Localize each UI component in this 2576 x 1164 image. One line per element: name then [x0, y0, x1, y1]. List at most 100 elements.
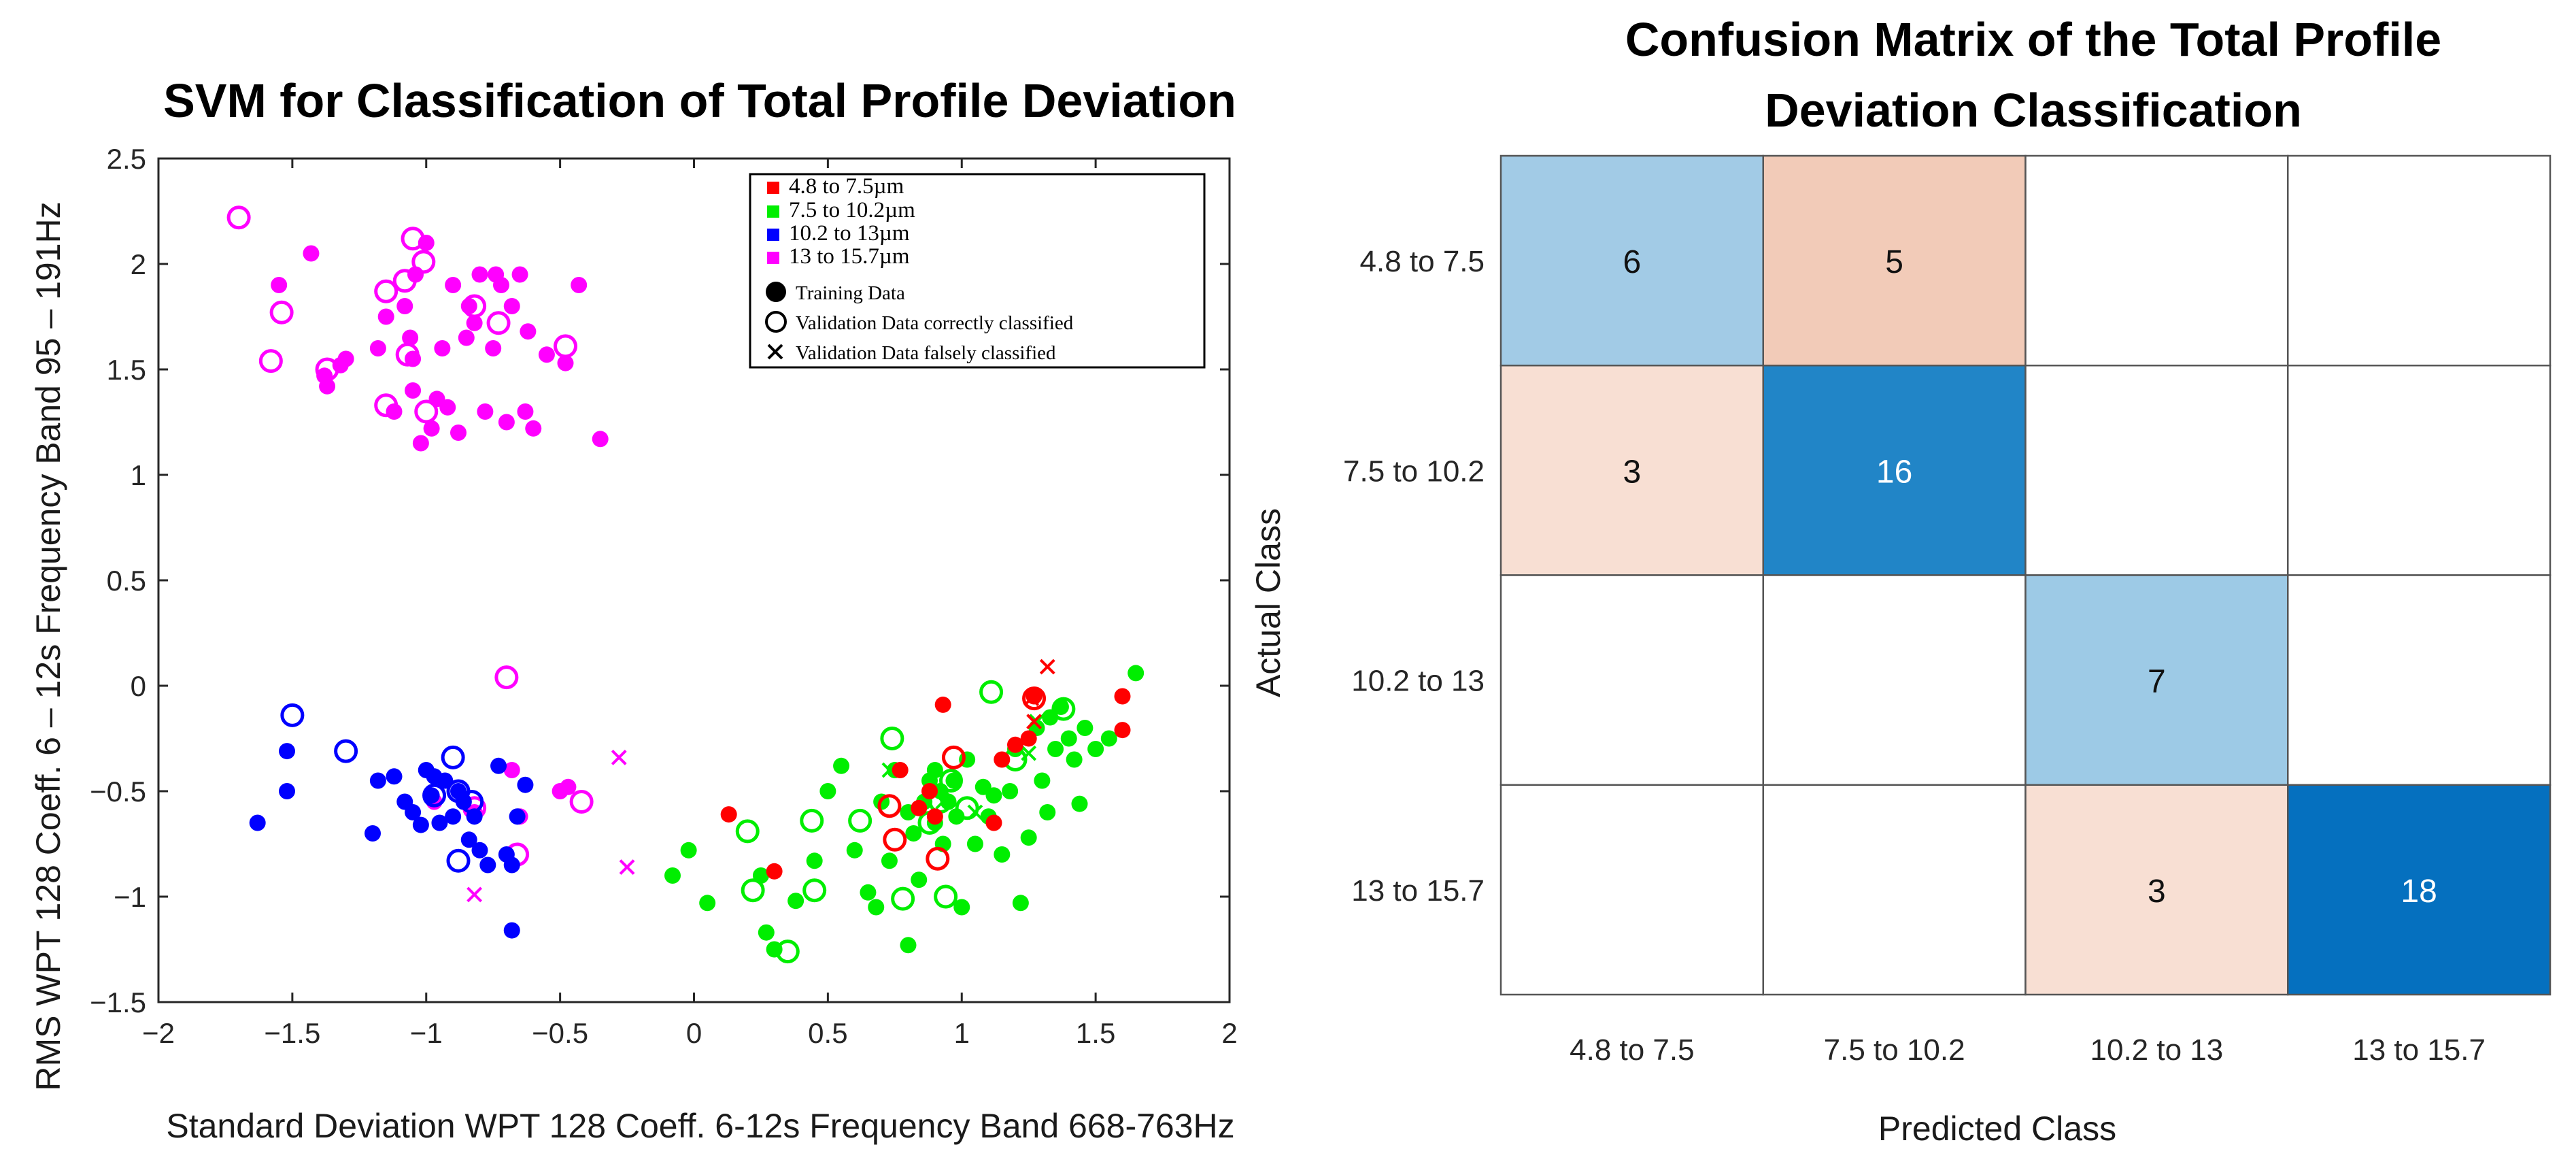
x-tick-label: 2 — [1221, 1017, 1237, 1049]
x-tick-label: −1.5 — [264, 1017, 320, 1049]
training-point-10-2 — [490, 757, 507, 774]
training-point-4-8 — [892, 762, 909, 778]
validation-false-point-13 — [619, 859, 635, 876]
confusion-matrix-cells: 6 5 3 16 7 3 18 — [1499, 154, 2552, 996]
matrix-cell — [1762, 154, 2027, 367]
confusion-matrix-labels: 4.8 to 7.5 4.8 to 7.5 7.5 to 10.2 7.5 to 10… — [1343, 245, 2486, 1067]
training-point-13 — [458, 329, 475, 346]
matrix-cell-value: 18 — [2401, 874, 2437, 910]
matrix-cell — [2024, 365, 2289, 576]
validation-false-point-7-5 — [1021, 745, 1037, 761]
training-point-7-5 — [1128, 665, 1145, 682]
training-point-10-2 — [369, 772, 386, 789]
legend: 4.8 to 7.5µm 7.5 to 10.2µm 10.2 to 13µm … — [749, 173, 1206, 369]
training-point-10-2 — [445, 808, 462, 825]
training-point-13 — [503, 298, 520, 314]
training-point-13 — [511, 266, 528, 283]
matrix-cell-value: 5 — [1885, 244, 1903, 280]
validation-correct-point-7-5 — [802, 878, 827, 903]
training-point-4-8 — [985, 814, 1002, 831]
training-point-10-2 — [431, 814, 448, 831]
legend-marker-magenta — [767, 252, 779, 264]
training-point-4-8 — [926, 808, 943, 825]
training-point-13 — [439, 399, 456, 416]
training-point-7-5 — [1071, 795, 1088, 812]
training-point-7-5 — [1039, 804, 1056, 820]
training-point-7-5 — [1047, 741, 1064, 757]
training-point-7-5 — [1087, 741, 1104, 757]
training-point-10-2 — [503, 857, 520, 874]
legend-marker-validation-correct — [765, 311, 787, 333]
training-point-7-5 — [868, 899, 885, 916]
validation-correct-point-7-5 — [955, 796, 979, 820]
training-point-13 — [477, 403, 494, 420]
training-point-13 — [525, 420, 542, 437]
training-point-13 — [445, 277, 462, 293]
training-point-10-2 — [412, 816, 429, 833]
training-point-10-2 — [471, 842, 488, 859]
training-point-7-5 — [1100, 730, 1117, 747]
training-point-4-8 — [720, 806, 737, 823]
validation-correct-point-13 — [374, 279, 399, 303]
training-point-13 — [560, 778, 577, 795]
cm-x-label: Predicted Class — [1878, 1110, 2116, 1148]
training-point-4-8 — [911, 799, 928, 816]
scatter-x-label: Standard Deviation WPT 128 Coeff. 6-12s … — [166, 1107, 1234, 1145]
training-point-13 — [571, 277, 588, 293]
cm-title-line1: Confusion Matrix of the Total Profile — [1625, 13, 2441, 66]
legend-marker-training — [766, 282, 786, 302]
validation-false-point-4-8 — [1023, 691, 1040, 707]
x-tick-label: 0.5 — [808, 1017, 847, 1049]
training-point-13 — [466, 314, 483, 331]
legend-label-validation-false: Validation Data falsely classified — [796, 342, 1056, 364]
training-point-13 — [396, 298, 413, 314]
y-tick-label: −1 — [114, 881, 146, 913]
legend-label-training: Training Data — [796, 282, 905, 304]
training-point-7-5 — [1060, 730, 1077, 747]
y-tick-label: 0 — [131, 670, 146, 702]
validation-correct-point-13 — [486, 311, 511, 335]
training-point-7-5 — [985, 787, 1002, 804]
training-point-10-2 — [460, 831, 477, 848]
legend-label-blue: 10.2 to 13µm — [789, 221, 910, 246]
validation-correct-point-7-5 — [775, 939, 800, 964]
training-point-13 — [402, 329, 419, 346]
y-tick-label: 1.5 — [107, 354, 146, 386]
training-point-4-8 — [1114, 688, 1131, 705]
training-point-10-2 — [517, 776, 534, 793]
training-point-4-8 — [1007, 736, 1023, 753]
training-point-13 — [405, 382, 422, 399]
x-tick-label: −0.5 — [532, 1017, 588, 1049]
x-tick-label: 1.5 — [1076, 1017, 1115, 1049]
training-point-7-5 — [758, 924, 775, 941]
training-point-7-5 — [940, 793, 957, 810]
validation-correct-point-13 — [392, 269, 417, 293]
y-tick-label: −0.5 — [90, 776, 146, 808]
matrix-cell — [2024, 784, 2289, 996]
training-point-10-2 — [503, 922, 520, 939]
validation-false-point-7-5 — [935, 794, 951, 810]
matrix-cell-value: 3 — [1623, 454, 1642, 490]
training-point-7-5 — [1002, 783, 1019, 799]
training-point-10-2 — [249, 814, 266, 831]
validation-correct-point-7-5 — [979, 680, 1004, 704]
training-point-7-5 — [860, 884, 877, 901]
validation-correct-point-13 — [569, 790, 594, 814]
training-point-7-5 — [994, 846, 1011, 863]
predicted-class-label: 10.2 to 13 — [2090, 1033, 2224, 1067]
matrix-cell — [2287, 574, 2552, 786]
training-point-7-5 — [945, 772, 962, 789]
training-point-10-2 — [365, 825, 381, 842]
training-point-13 — [337, 350, 354, 367]
training-point-10-2 — [279, 783, 295, 799]
validation-correct-point-13 — [226, 205, 251, 230]
legend-marker-red — [767, 182, 779, 194]
validation-correct-point-7-5 — [848, 808, 872, 833]
scatter-axes: −2 −1.5 −1 −0.5 0 0.5 1 1.5 2−1.5−1−0.500.511.52… — [90, 143, 1238, 1049]
matrix-cell — [2024, 154, 2289, 367]
training-point-7-5 — [664, 867, 681, 884]
training-point-10-2 — [509, 808, 526, 825]
training-point-4-8 — [1114, 722, 1131, 739]
training-point-7-5 — [966, 835, 983, 852]
